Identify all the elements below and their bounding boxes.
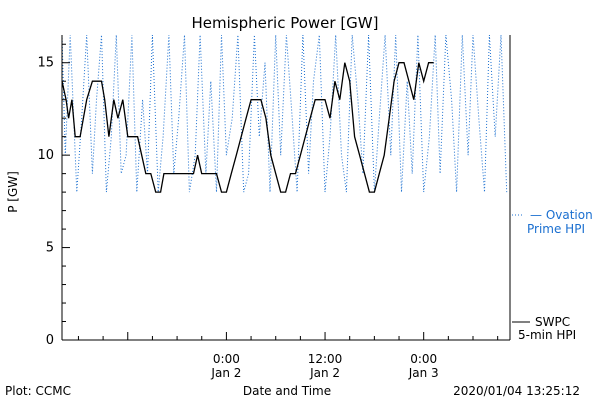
footer-timestamp: 2020/01/04 13:25:12: [453, 384, 580, 398]
legend-swpc-line2: 5-min HPI: [518, 328, 576, 342]
footer-credit: Plot: CCMC: [5, 384, 71, 398]
x-tick-label-date: Jan 3: [408, 366, 439, 380]
x-tick-label-time: 0:00: [410, 352, 437, 366]
plot-area: [61, 34, 508, 193]
y-tick-label: 15: [37, 56, 54, 71]
y-tick-label: 0: [46, 333, 54, 348]
x-tick-label-date: Jan 2: [309, 366, 340, 380]
x-tick-label-time: 12:00: [308, 352, 343, 366]
series-line-swpc: [61, 62, 434, 193]
y-tick-label: 5: [46, 241, 54, 256]
legend-ovation-line2: Prime HPI: [527, 222, 585, 236]
series-line-ovation: [61, 34, 508, 193]
chart-title: Hemispheric Power [GW]: [192, 14, 379, 32]
legend-swpc-line1: SWPC: [535, 315, 570, 329]
x-axis-label: Date and Time: [243, 384, 331, 398]
x-tick-label-date: Jan 2: [210, 366, 241, 380]
y-axis-label: P [GW]: [6, 171, 20, 213]
x-tick-label-time: 0:00: [213, 352, 240, 366]
legend-ovation-line1: — Ovation: [530, 208, 593, 222]
y-tick-label: 10: [37, 148, 54, 163]
